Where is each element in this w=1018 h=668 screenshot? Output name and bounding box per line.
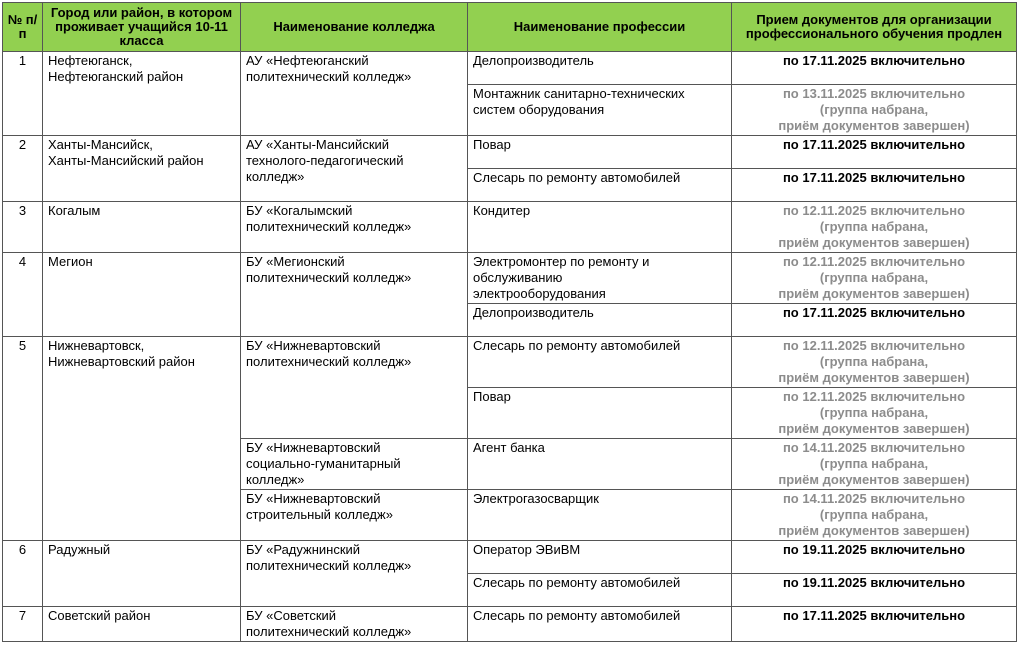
table-row: 3 Когалым БУ «Когалымский политехнический …	[2, 201, 1017, 253]
row-number: 7	[2, 606, 43, 642]
deadline-cell: по 12.11.2025 включительно (группа набран…	[731, 252, 1017, 304]
city: Когалым	[42, 201, 241, 253]
deadline: по 17.11.2025 включительно	[782, 305, 966, 320]
city: Советский район	[42, 606, 241, 642]
profession: Слесарь по ремонту автомобилей	[467, 336, 732, 388]
deadline-cell: по 17.11.2025 включительно	[731, 135, 1017, 169]
status-note: (группа набрана, приём документов заверш…	[778, 456, 970, 487]
profession: Повар	[467, 135, 732, 169]
college: БУ «Мегионский политехнический колледж»	[240, 252, 468, 337]
row-number: 6	[2, 540, 43, 607]
deadline: по 17.11.2025 включительно	[782, 608, 966, 623]
profession: Электромонтер по ремонту и обслуживанию …	[467, 252, 732, 304]
profession: Повар	[467, 387, 732, 439]
table-row: 4 Мегион БУ «Мегионский политехнический ко…	[2, 252, 1017, 337]
deadline-cell: по 12.11.2025 включительно (группа набран…	[731, 201, 1017, 253]
table-row: 1 Нефтеюганск, Нефтеюганский район АУ «Неф…	[2, 51, 1017, 136]
profession: Слесарь по ремонту автомобилей	[467, 606, 732, 642]
profession: Оператор ЭВиВМ	[467, 540, 732, 574]
table-row: Повар по 12.11.2025 включительно (группа н…	[3, 387, 1017, 439]
table-row: Монтажник санитарно-технических систем о…	[3, 84, 1017, 136]
profession: Монтажник санитарно-технических систем о…	[467, 84, 732, 136]
deadline-cell: по 17.11.2025 включительно	[731, 606, 1017, 642]
profession: Делопроизводитель	[467, 303, 732, 337]
table-row: 2 Ханты-Мансийск, Ханты-Мансийский район А…	[2, 135, 1017, 202]
deadline: по 19.11.2025 включительно	[782, 542, 966, 557]
deadline-cell: по 17.11.2025 включительно	[731, 303, 1017, 337]
row-number: 2	[2, 135, 43, 202]
header-cell: Прием документов для организации професс…	[731, 2, 1017, 52]
table-row: Делопроизводитель по 17.11.2025 включител…	[3, 303, 1017, 337]
status-note: (группа набрана, приём документов заверш…	[778, 102, 970, 133]
header-cell: Город или район, в котором проживает уча…	[42, 2, 241, 52]
profession: Электрогазосварщик	[467, 489, 732, 541]
deadline-cell: по 17.11.2025 включительно	[731, 51, 1017, 85]
deadline: по 13.11.2025 включительно	[782, 86, 966, 101]
header-cell: Наименование профессии	[467, 2, 732, 52]
deadline: по 17.11.2025 включительно	[782, 53, 966, 68]
header-row: № п/п Город или район, в котором проживае…	[2, 2, 1017, 52]
deadline-cell: по 19.11.2025 включительно	[731, 573, 1017, 607]
deadline-cell: по 17.11.2025 включительно	[731, 168, 1017, 202]
table-row: 7 Советский район БУ «Советский политехнич…	[2, 606, 1017, 642]
profession: Кондитер	[467, 201, 732, 253]
deadline: по 12.11.2025 включительно	[782, 203, 966, 218]
city: Ханты-Мансийск, Ханты-Мансийский район	[42, 135, 241, 202]
deadline: по 17.11.2025 включительно	[782, 137, 966, 152]
deadline: по 17.11.2025 включительно	[782, 170, 966, 185]
status-note: (группа набрана, приём документов заверш…	[778, 219, 970, 250]
table-body: 1 Нефтеюганск, Нефтеюганский район АУ «Неф…	[2, 51, 1017, 642]
profession: Слесарь по ремонту автомобилей	[467, 573, 732, 607]
profession: Делопроизводитель	[467, 51, 732, 85]
row-number: 4	[2, 252, 43, 337]
row-number: 5	[2, 336, 43, 541]
row-number: 3	[2, 201, 43, 253]
profession: Слесарь по ремонту автомобилей	[467, 168, 732, 202]
deadline: по 12.11.2025 включительно	[782, 254, 966, 269]
city: Нижневартовск, Нижневартовский район	[42, 336, 241, 541]
deadline-cell: по 14.11.2025 включительно (группа набран…	[731, 489, 1017, 541]
college: БУ «Нижневартовский социально-гуманитарн…	[240, 438, 468, 490]
table-row: 5 Нижневартовск, Нижневартовский район БУ …	[2, 336, 1017, 541]
college: БУ «Когалымский политехнический колледж»	[240, 201, 468, 253]
college: БУ «Советский политехнический колледж»	[240, 606, 468, 642]
college: АУ «Ханты-Мансийский технолого-педагогич…	[240, 135, 468, 202]
status-note: (группа набрана, приём документов заверш…	[778, 405, 970, 436]
profession: Агент банка	[467, 438, 732, 490]
deadline: по 19.11.2025 включительно	[782, 575, 966, 590]
college: БУ «Нижневартовский политехнический колл…	[240, 336, 468, 439]
deadline: по 12.11.2025 включительно	[782, 389, 966, 404]
header-cell: № п/п	[2, 2, 43, 52]
deadline-cell: по 14.11.2025 включительно (группа набран…	[731, 438, 1017, 490]
deadline-cell: по 19.11.2025 включительно	[731, 540, 1017, 574]
deadline: по 14.11.2025 включительно	[782, 440, 966, 455]
deadline: по 14.11.2025 включительно	[782, 491, 966, 506]
city: Мегион	[42, 252, 241, 337]
admission-table: № п/п Город или район, в котором проживае…	[2, 2, 1017, 642]
deadline: по 12.11.2025 включительно	[782, 338, 966, 353]
table-row: Слесарь по ремонту автомобилей по 17.11.2…	[3, 168, 1017, 202]
deadline-cell: по 12.11.2025 включительно (группа набран…	[731, 387, 1017, 439]
table-row: БУ «Нижневартовский социально-гуманитарн…	[3, 438, 1017, 490]
row-number: 1	[2, 51, 43, 136]
table-row: 6 Радужный БУ «Радужнинский политехнически…	[2, 540, 1017, 607]
college: БУ «Радужнинский политехнический колледж…	[240, 540, 468, 607]
header-cell: Наименование колледжа	[240, 2, 468, 52]
status-note: (группа набрана, приём документов заверш…	[778, 270, 970, 301]
status-note: (группа набрана, приём документов заверш…	[778, 507, 970, 538]
city: Нефтеюганск, Нефтеюганский район	[42, 51, 241, 136]
deadline-cell: по 12.11.2025 включительно (группа набран…	[731, 336, 1017, 388]
status-note: (группа набрана, приём документов заверш…	[778, 354, 970, 385]
city: Радужный	[42, 540, 241, 607]
college: АУ «Нефтеюганский политехнический коллед…	[240, 51, 468, 136]
college: БУ «Нижневартовский строительный колледж…	[240, 489, 468, 541]
deadline-cell: по 13.11.2025 включительно (группа набран…	[731, 84, 1017, 136]
